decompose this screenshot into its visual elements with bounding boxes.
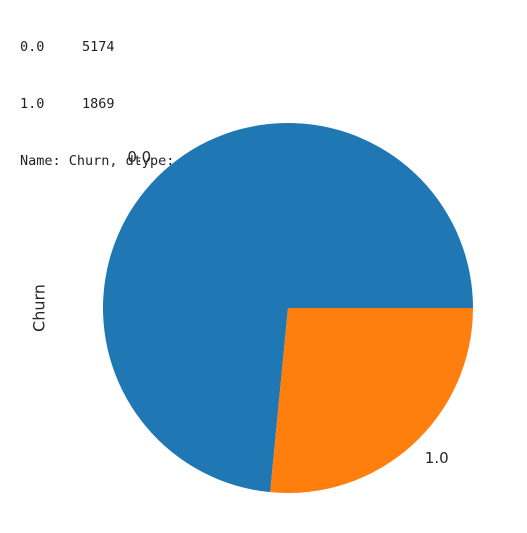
pie-label-0-0: 0.0 [127,148,151,166]
pie-slice-0-0 [102,122,473,493]
row-index: 1.0 [20,96,45,112]
pie-label-1-0: 1.0 [425,449,449,467]
pie-slices [102,122,473,493]
value-count-row: 0.0 5174 [20,38,223,57]
row-index: 0.0 [20,39,45,55]
row-count: 5174 [82,39,115,55]
pie-labels: 0.0 1.0 [127,148,448,467]
row-count: 1869 [82,96,115,112]
y-axis-label: Churn [30,284,49,332]
value-count-row: 1.0 1869 [20,95,223,114]
pie-slice-1-0 [270,308,473,493]
